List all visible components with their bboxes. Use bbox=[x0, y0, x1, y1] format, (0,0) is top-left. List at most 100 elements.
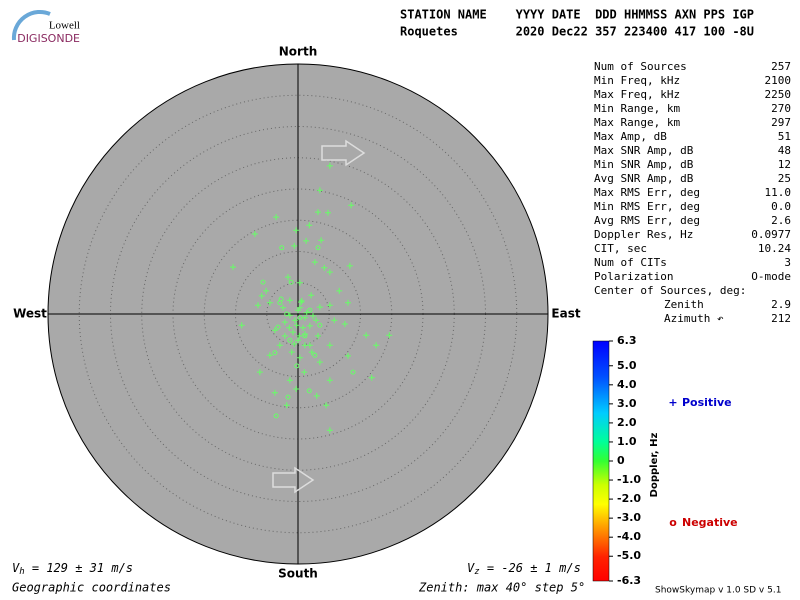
source-point bbox=[271, 327, 278, 334]
source-point bbox=[291, 341, 298, 347]
source-point bbox=[281, 332, 288, 339]
source-point bbox=[316, 359, 323, 366]
source-point bbox=[312, 352, 318, 358]
stat-value: 51 bbox=[778, 130, 791, 143]
source-point bbox=[303, 309, 310, 316]
stat-label: Azimuth ↶ bbox=[664, 312, 724, 325]
source-point bbox=[256, 369, 263, 376]
stat-value: 48 bbox=[778, 144, 791, 157]
stat-value: O-mode bbox=[751, 270, 791, 283]
colorbar-tick-label: -1.0 bbox=[617, 473, 641, 486]
source-point bbox=[311, 259, 318, 266]
stat-value: 270 bbox=[771, 102, 791, 115]
stat-label: Min SNR Amp, dB bbox=[594, 158, 694, 171]
source-point bbox=[293, 227, 300, 234]
source-point bbox=[263, 287, 270, 294]
source-point bbox=[315, 245, 321, 251]
colorbar-tick-label: 1.0 bbox=[617, 435, 637, 448]
source-point bbox=[293, 386, 300, 392]
stat-label: Min RMS Err, deg bbox=[594, 200, 700, 213]
stat-label: Min Range, km bbox=[594, 102, 680, 115]
vh-sub: h bbox=[19, 567, 24, 577]
vh-text: = 129 ± 31 m/s bbox=[25, 561, 133, 575]
drift-arrow bbox=[272, 466, 315, 494]
stat-label: Max RMS Err, deg bbox=[594, 186, 700, 199]
stat-value: 257 bbox=[771, 60, 791, 73]
source-point bbox=[301, 314, 308, 321]
source-point bbox=[326, 162, 333, 169]
colorbar-tick-label: 6.3 bbox=[617, 334, 637, 347]
source-point bbox=[281, 319, 288, 326]
source-point bbox=[373, 342, 380, 349]
source-point bbox=[300, 324, 306, 331]
vh-label: Vh = 129 ± 31 m/s bbox=[12, 561, 133, 577]
north-label: North bbox=[279, 45, 317, 59]
source-point bbox=[313, 392, 320, 399]
source-point bbox=[266, 299, 273, 306]
stat-label: Max Amp, dB bbox=[594, 130, 667, 143]
stat-value: 2.6 bbox=[771, 214, 791, 227]
source-point bbox=[276, 342, 283, 349]
source-point bbox=[284, 311, 290, 317]
vz-symbol: V bbox=[467, 561, 475, 575]
logo-bottom: DIGISONDE bbox=[17, 32, 80, 45]
legend-label: Negative bbox=[682, 516, 738, 529]
source-point bbox=[321, 264, 328, 271]
source-point bbox=[301, 342, 308, 349]
source-point bbox=[286, 297, 293, 304]
source-point bbox=[293, 322, 300, 329]
stat-value: 0.0977 bbox=[751, 228, 791, 241]
source-point bbox=[294, 363, 300, 369]
stat-value: 297 bbox=[771, 116, 791, 129]
stat-value: 12 bbox=[778, 158, 791, 171]
logo-arc bbox=[11, 10, 51, 41]
source-point bbox=[303, 237, 310, 244]
colorbar-tick-label: -2.0 bbox=[617, 492, 641, 505]
source-point bbox=[307, 307, 313, 313]
vh-symbol: V bbox=[12, 561, 20, 575]
stat-value: 25 bbox=[778, 172, 791, 185]
stat-label: Num of CITs bbox=[594, 256, 667, 269]
source-point bbox=[298, 299, 305, 306]
vz-label: Vz = -26 ± 1 m/s bbox=[467, 561, 581, 577]
stat-label: Avg SNR Amp, dB bbox=[594, 172, 694, 185]
source-point bbox=[286, 324, 293, 331]
source-point bbox=[306, 388, 312, 394]
source-point bbox=[318, 237, 325, 244]
source-point bbox=[306, 322, 313, 329]
stat-value: 0.0 bbox=[771, 200, 791, 213]
coords-label: Geographic coordinates bbox=[12, 581, 171, 595]
source-point bbox=[291, 242, 298, 249]
stat-label: Max SNR Amp, dB bbox=[594, 144, 694, 157]
source-point bbox=[295, 307, 301, 314]
legend-label: Positive bbox=[682, 396, 732, 409]
stat-value: 3 bbox=[784, 256, 791, 269]
source-point bbox=[317, 322, 323, 328]
source-point bbox=[258, 292, 265, 299]
source-point bbox=[331, 317, 338, 324]
source-point bbox=[326, 269, 333, 276]
source-point bbox=[238, 322, 245, 329]
legend-marker: o bbox=[669, 516, 677, 529]
source-point bbox=[279, 245, 285, 251]
source-point bbox=[260, 279, 266, 285]
source-point bbox=[273, 214, 280, 221]
source-point bbox=[296, 279, 303, 286]
source-point bbox=[230, 264, 236, 271]
stat-label: Min Freq, kHz bbox=[594, 74, 680, 87]
source-point bbox=[302, 333, 308, 339]
source-point bbox=[297, 315, 303, 321]
source-point bbox=[296, 332, 303, 339]
stat-value: 212 bbox=[771, 312, 791, 325]
source-point bbox=[266, 352, 273, 359]
source-point bbox=[323, 402, 330, 409]
logo-top: Lowell bbox=[49, 20, 80, 32]
source-point bbox=[278, 296, 284, 302]
source-point bbox=[286, 377, 293, 384]
header-line: Roquetes 2020 Dec22 357 223400 417 100 -… bbox=[400, 25, 754, 39]
stat-value: 2100 bbox=[765, 74, 792, 87]
source-point bbox=[291, 317, 298, 324]
source-point bbox=[285, 274, 291, 281]
stat-value: 11.0 bbox=[765, 186, 792, 199]
